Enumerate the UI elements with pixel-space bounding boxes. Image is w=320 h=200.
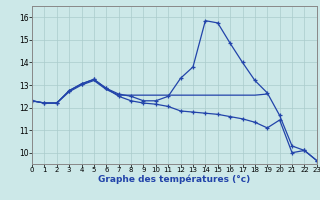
X-axis label: Graphe des températures (°c): Graphe des températures (°c) — [98, 175, 251, 184]
